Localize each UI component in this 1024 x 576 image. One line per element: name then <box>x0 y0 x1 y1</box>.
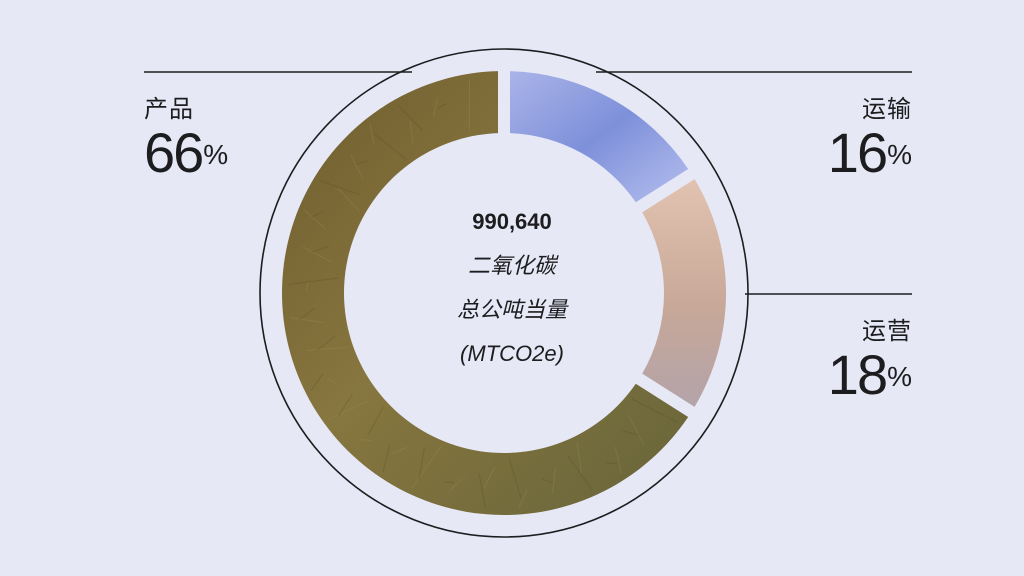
grass-stroke <box>312 245 329 253</box>
grass-stroke <box>367 406 384 435</box>
grass-stroke <box>305 282 309 293</box>
grass-stroke <box>327 378 338 385</box>
grass-stroke <box>310 373 324 391</box>
grass-stroke <box>289 317 325 324</box>
grass-stroke <box>304 209 326 230</box>
grass-stroke <box>391 446 408 455</box>
slice-transport <box>509 71 689 203</box>
center-line-3: (MTCO2e) <box>460 341 564 366</box>
slice-product <box>282 71 689 515</box>
slice-name-operations: 运营 <box>862 318 912 345</box>
grass-stroke <box>359 439 373 442</box>
grass-stroke <box>356 160 368 165</box>
slice-percent-operations: 18% <box>827 343 912 406</box>
grass-stroke <box>373 132 407 160</box>
grass-stroke <box>288 277 339 285</box>
grass-stroke <box>478 473 486 509</box>
grass-stroke <box>576 441 582 474</box>
grass-stroke <box>622 430 640 436</box>
grass-stroke <box>614 446 623 475</box>
grass-texture <box>288 79 678 509</box>
grass-stroke <box>338 393 353 416</box>
slice-operations <box>642 179 727 407</box>
grass-stroke <box>369 123 375 145</box>
grass-stroke <box>433 97 438 117</box>
grass-stroke <box>312 210 325 218</box>
slice-percent-product: 66% <box>144 121 229 184</box>
grass-stroke <box>302 246 333 264</box>
grass-stroke <box>551 467 556 494</box>
grass-stroke <box>605 462 619 465</box>
center-line-2: 总公吨当量 <box>456 297 567 322</box>
outer-ring <box>259 48 749 538</box>
grass-stroke <box>448 478 463 492</box>
grass-stroke <box>541 478 554 484</box>
grass-stroke <box>518 489 528 509</box>
grass-stroke <box>299 307 315 320</box>
grass-stroke <box>337 187 360 212</box>
grass-stroke <box>566 454 593 491</box>
grass-stroke <box>409 120 414 145</box>
grass-stroke <box>397 104 423 131</box>
grass-stroke <box>631 398 678 423</box>
label-transport: 运输 16% <box>828 96 912 182</box>
grass-stroke <box>437 103 447 109</box>
grass-stroke <box>382 444 391 473</box>
slice-name-transport: 运输 <box>862 96 912 123</box>
center-total: 990,640 <box>472 209 552 234</box>
grass-stroke <box>319 179 361 196</box>
center-line-1: 二氧化碳 <box>467 253 556 278</box>
label-operations: 运营 18% <box>828 318 912 404</box>
grass-stroke <box>508 458 522 499</box>
grass-stroke <box>350 154 364 179</box>
grass-stroke <box>483 466 496 489</box>
grass-stroke <box>627 414 645 445</box>
grass-stroke <box>316 335 336 352</box>
grass-stroke <box>411 446 442 489</box>
grass-stroke <box>328 400 369 420</box>
grass-stroke <box>444 481 455 484</box>
grass-stroke <box>306 346 348 352</box>
slice-percent-transport: 16% <box>827 121 912 184</box>
grass-stroke <box>418 447 425 481</box>
center-summary: 990,640 二氧化碳 总公吨当量 (MTCO2e) <box>412 200 612 376</box>
slice-name-product: 产品 <box>144 96 194 123</box>
label-product: 产品 66% <box>144 96 228 182</box>
